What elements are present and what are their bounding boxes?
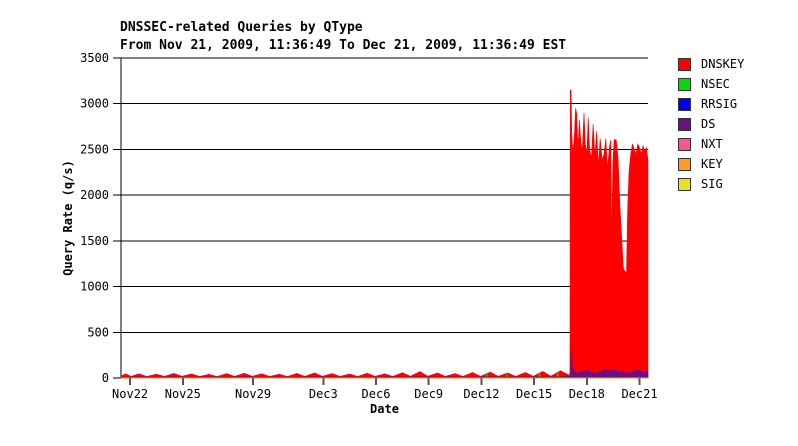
legend-swatch-nxt — [678, 137, 691, 151]
legend-swatch-key — [678, 157, 691, 171]
legend-label-rrsig: RRSIG — [701, 97, 738, 111]
legend-label-dnskey: DNSKEY — [701, 57, 745, 71]
legend: DNSKEY NSEC RRSIG DS NXT KEY SIG — [678, 57, 745, 198]
legend-swatch-dnskey — [678, 57, 691, 71]
legend-item-nxt: NXT — [678, 137, 744, 151]
y-tick-label: 0 — [102, 371, 109, 385]
x-tick-label: Dec6 — [362, 387, 391, 401]
x-tick-label: Dec18 — [569, 387, 605, 401]
legend-item-sig: SIG — [678, 177, 744, 191]
x-tick-label: Dec15 — [516, 387, 552, 401]
legend-item-rrsig: RRSIG — [678, 97, 744, 111]
x-tick-label: Nov25 — [165, 387, 201, 401]
legend-label-key: KEY — [701, 157, 723, 171]
legend-item-nsec: NSEC — [678, 77, 744, 91]
y-tick-label: 2000 — [80, 188, 109, 202]
x-axis-title: Date — [370, 402, 399, 416]
legend-swatch-rrsig — [678, 97, 691, 111]
chart-title: DNSSEC-related Queries by QType — [120, 20, 363, 35]
x-tick-label: Dec3 — [309, 387, 338, 401]
legend-item-key: KEY — [678, 157, 744, 171]
legend-label-ds: DS — [701, 117, 716, 131]
y-tick-label: 2500 — [80, 142, 109, 156]
y-tick-label: 1500 — [80, 234, 109, 248]
legend-label-nxt: NXT — [701, 137, 723, 151]
series-area-dnskey — [120, 89, 649, 379]
x-tick-label: Nov22 — [112, 387, 148, 401]
legend-item-ds: DS — [678, 117, 744, 131]
x-tick-label: Dec21 — [621, 387, 657, 401]
y-tick-label: 3000 — [80, 97, 109, 111]
chart-subtitle: From Nov 21, 2009, 11:36:49 To Dec 21, 2… — [120, 38, 567, 53]
legend-label-sig: SIG — [701, 177, 723, 191]
legend-item-dnskey: DNSKEY — [678, 57, 745, 71]
x-tick-label: Nov29 — [235, 387, 271, 401]
y-tick-label: 3500 — [80, 51, 109, 65]
x-tick-label: Dec9 — [414, 387, 443, 401]
legend-swatch-sig — [678, 177, 691, 191]
series-area-ds — [120, 342, 649, 379]
legend-swatch-nsec — [678, 77, 691, 91]
x-tick-label: Dec12 — [463, 387, 499, 401]
y-tick-label: 500 — [87, 325, 109, 339]
legend-swatch-ds — [678, 117, 691, 131]
legend-label-nsec: NSEC — [701, 77, 730, 91]
y-tick-label: 1000 — [80, 280, 109, 294]
y-axis-title: Query Rate (q/s) — [61, 160, 75, 276]
